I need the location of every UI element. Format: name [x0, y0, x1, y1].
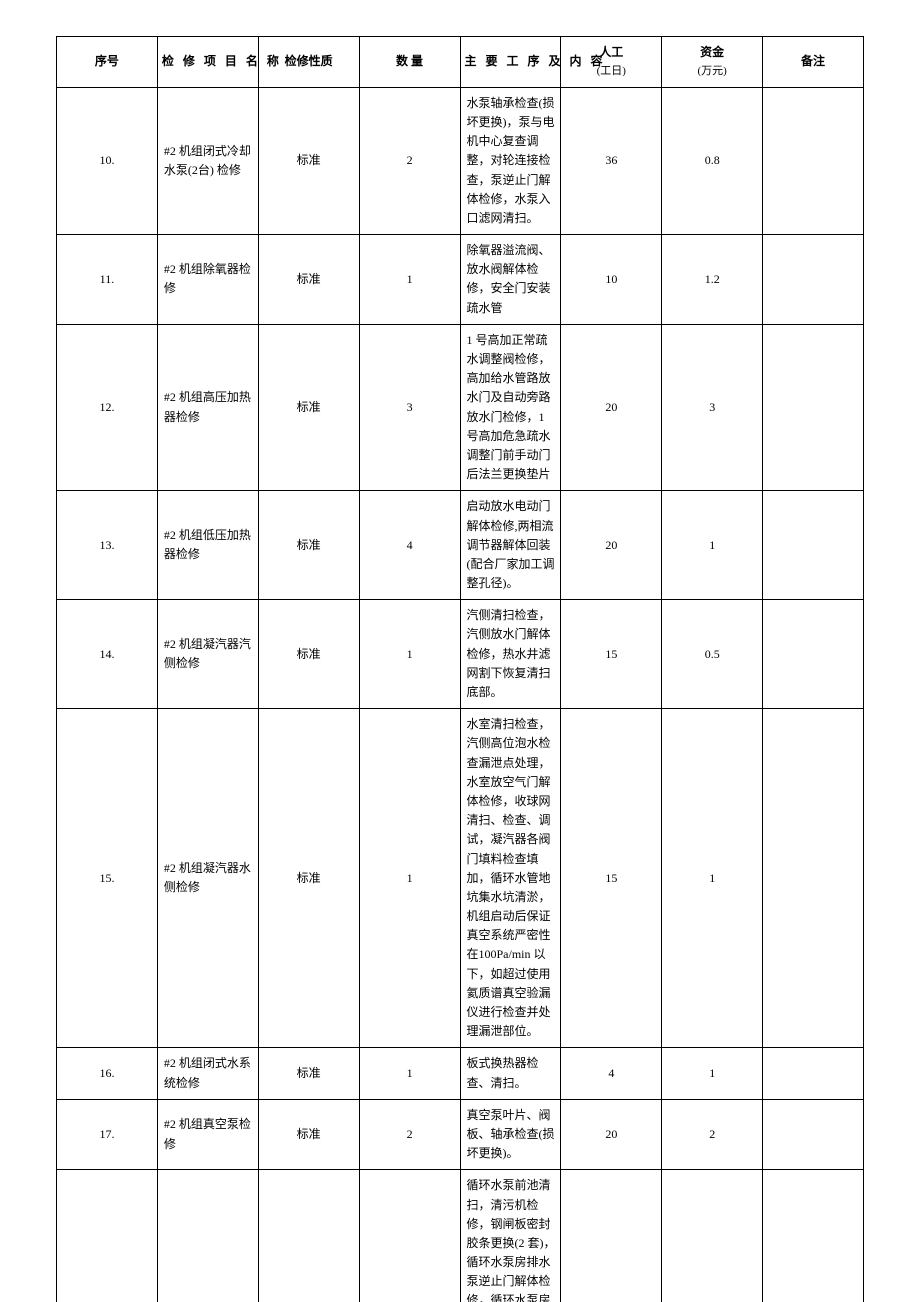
header-cost-sub: (万元)	[666, 63, 758, 81]
header-cost: 资金 (万元)	[662, 37, 763, 88]
cell-desc: 1 号高加正常疏水调整阀检修，高加给水管路放水门及自动旁路放水门检修，1 号高加…	[460, 324, 561, 491]
cell-seq: 15.	[57, 709, 158, 1048]
cell-name: #2 机组闭式水系统检修	[157, 1048, 258, 1099]
cell-cost: 1	[662, 1048, 763, 1099]
cell-name: #2 机组凝汽器水侧检修	[157, 709, 258, 1048]
cell-labor: 10	[561, 235, 662, 325]
cell-labor: 20	[561, 324, 662, 491]
header-qty: 数 量	[359, 37, 460, 88]
table-row: 14.#2 机组凝汽器汽侧检修标准1汽侧清扫检查，汽侧放水门解体检修，热水井滤网…	[57, 600, 864, 709]
cell-seq: 12.	[57, 324, 158, 491]
cell-type: 标准	[258, 1099, 359, 1170]
cell-name: #2 机组低压加热器检修	[157, 491, 258, 600]
header-cost-top: 资金	[700, 45, 724, 59]
table-row: 13.#2 机组低压加热器检修标准4启动放水电动门解体检修,两相流调节器解体回装…	[57, 491, 864, 600]
cell-name: #2 机组闭式冷却水泵(2台) 检修	[157, 87, 258, 234]
cell-cost: 1	[662, 491, 763, 600]
cell-qty: 1	[359, 600, 460, 709]
table-row: 12.#2 机组高压加热器检修标准31 号高加正常疏水调整阀检修，高加给水管路放…	[57, 324, 864, 491]
table-header-row: 序号 检 修 项 目 名 称 检修性质 数 量 主 要 工 序 及 内 容 人工…	[57, 37, 864, 88]
cell-cost: 2	[662, 1099, 763, 1170]
cell-cost: 1.2	[662, 235, 763, 325]
table-row: 11.#2 机组除氧器检修标准1除氧器溢流阀、放水阀解体检修，安全门安装疏水管1…	[57, 235, 864, 325]
cell-remark	[763, 709, 864, 1048]
cell-qty: 1	[359, 235, 460, 325]
table-body: 10.#2 机组闭式冷却水泵(2台) 检修标准2水泵轴承检查(损坏更换)，泵与电…	[57, 87, 864, 1302]
cell-qty: 2	[359, 87, 460, 234]
cell-name: #2 机组除氧器检修	[157, 235, 258, 325]
table-row: 16.#2 机组闭式水系统检修标准1板式换热器检查、清扫。41	[57, 1048, 864, 1099]
cell-seq: 10.	[57, 87, 158, 234]
cell-remark	[763, 1170, 864, 1302]
header-seq: 序号	[57, 37, 158, 88]
cell-type: 标准	[258, 1170, 359, 1302]
cell-seq: 17.	[57, 1099, 158, 1170]
cell-remark	[763, 600, 864, 709]
cell-type: 标准	[258, 600, 359, 709]
cell-name: #2 机组循环水系统检修	[157, 1170, 258, 1302]
cell-desc: 真空泵叶片、阀板、轴承检查(损坏更换)。	[460, 1099, 561, 1170]
cell-name: #2 机组高压加热器检修	[157, 324, 258, 491]
cell-desc: 除氧器溢流阀、放水阀解体检修，安全门安装疏水管	[460, 235, 561, 325]
cell-seq: 13.	[57, 491, 158, 600]
cell-labor: 60	[561, 1170, 662, 1302]
cell-cost: 0.5	[662, 600, 763, 709]
cell-labor: 15	[561, 709, 662, 1048]
cell-desc: 水室清扫检查，汽侧高位泡水检查漏泄点处理，水室放空气门解体检修，收球网清扫、检查…	[460, 709, 561, 1048]
table-row: 10.#2 机组闭式冷却水泵(2台) 检修标准2水泵轴承检查(损坏更换)，泵与电…	[57, 87, 864, 234]
cell-type: 标准	[258, 709, 359, 1048]
cell-type: 标准	[258, 87, 359, 234]
header-desc: 主 要 工 序 及 内 容	[460, 37, 561, 88]
cell-labor: 20	[561, 1099, 662, 1170]
maintenance-table: 序号 检 修 项 目 名 称 检修性质 数 量 主 要 工 序 及 内 容 人工…	[56, 36, 864, 1302]
table-row: 17.#2 机组真空泵检修标准2真空泵叶片、阀板、轴承检查(损坏更换)。202	[57, 1099, 864, 1170]
cell-seq: 11.	[57, 235, 158, 325]
header-labor-top: 人工	[599, 45, 623, 59]
cell-seq: 18.	[57, 1170, 158, 1302]
cell-name: #2 机组凝汽器汽侧检修	[157, 600, 258, 709]
cell-seq: 16.	[57, 1048, 158, 1099]
cell-type: 标准	[258, 1048, 359, 1099]
cell-type: 标准	[258, 235, 359, 325]
cell-labor: 4	[561, 1048, 662, 1099]
cell-remark	[763, 1099, 864, 1170]
cell-labor: 15	[561, 600, 662, 709]
cell-cost: 3	[662, 324, 763, 491]
cell-desc: 循环水泵前池清扫，清污机检修，钢闸板密封胶条更换(2 套)，循环水泵房排水泵逆止…	[460, 1170, 561, 1302]
cell-remark	[763, 87, 864, 234]
cell-remark	[763, 1048, 864, 1099]
cell-labor: 20	[561, 491, 662, 600]
cell-labor: 36	[561, 87, 662, 234]
cell-cost: 0.8	[662, 87, 763, 234]
cell-remark	[763, 235, 864, 325]
cell-desc: 板式换热器检查、清扫。	[460, 1048, 561, 1099]
cell-name: #2 机组真空泵检修	[157, 1099, 258, 1170]
cell-qty: 4	[359, 491, 460, 600]
cell-qty: 1	[359, 1048, 460, 1099]
cell-cost: 1	[662, 709, 763, 1048]
cell-qty: 1	[359, 709, 460, 1048]
cell-cost: 2	[662, 1170, 763, 1302]
cell-desc: 水泵轴承检查(损坏更换)，泵与电机中心复查调整，对轮连接检查，泵逆止门解体检修，…	[460, 87, 561, 234]
cell-remark	[763, 324, 864, 491]
header-name: 检 修 项 目 名 称	[157, 37, 258, 88]
table-row: 18.#2 机组循环水系统检修标准2循环水泵前池清扫，清污机检修，钢闸板密封胶条…	[57, 1170, 864, 1302]
cell-seq: 14.	[57, 600, 158, 709]
cell-qty: 2	[359, 1170, 460, 1302]
cell-remark	[763, 491, 864, 600]
header-remark: 备注	[763, 37, 864, 88]
cell-qty: 3	[359, 324, 460, 491]
cell-type: 标准	[258, 324, 359, 491]
cell-desc: 汽侧清扫检查，汽侧放水门解体检修，热水井滤网割下恢复清扫底部。	[460, 600, 561, 709]
table-row: 15.#2 机组凝汽器水侧检修标准1水室清扫检查，汽侧高位泡水检查漏泄点处理，水…	[57, 709, 864, 1048]
cell-type: 标准	[258, 491, 359, 600]
cell-qty: 2	[359, 1099, 460, 1170]
cell-desc: 启动放水电动门解体检修,两相流调节器解体回装(配合厂家加工调整孔径)。	[460, 491, 561, 600]
